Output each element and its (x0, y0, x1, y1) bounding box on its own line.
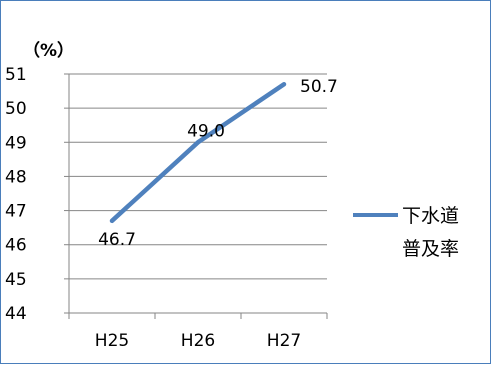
data-label: 49.0 (187, 121, 225, 141)
y-tick-label: 45 (5, 270, 27, 290)
y-tick-labels: 44 45 46 47 48 49 50 51 (5, 65, 27, 324)
y-tick-label: 51 (5, 65, 27, 85)
y-unit-label: （%） (23, 40, 74, 61)
series-line (109, 81, 287, 224)
y-tick-label: 50 (5, 99, 27, 119)
y-tick-label: 48 (5, 167, 27, 187)
x-tick-labels: H25 H26 H27 (95, 331, 301, 351)
legend: 下水道 普及率 (353, 205, 459, 260)
y-tick-label: 49 (5, 133, 27, 153)
y-tick-label: 47 (5, 202, 27, 222)
y-tick-label: 46 (5, 236, 27, 256)
data-labels: 46.7 49.0 50.7 (98, 77, 338, 250)
data-label: 46.7 (98, 230, 136, 250)
x-tick-label: H27 (267, 331, 301, 351)
y-tick-label: 44 (5, 304, 27, 324)
series-layer (109, 81, 287, 224)
data-label: 50.7 (300, 77, 338, 97)
x-tick-label: H25 (95, 331, 129, 351)
x-tick-label: H26 (181, 331, 215, 351)
axes (64, 73, 328, 319)
legend-label-line1: 下水道 (402, 205, 459, 227)
legend-label-line2: 普及率 (402, 238, 459, 260)
